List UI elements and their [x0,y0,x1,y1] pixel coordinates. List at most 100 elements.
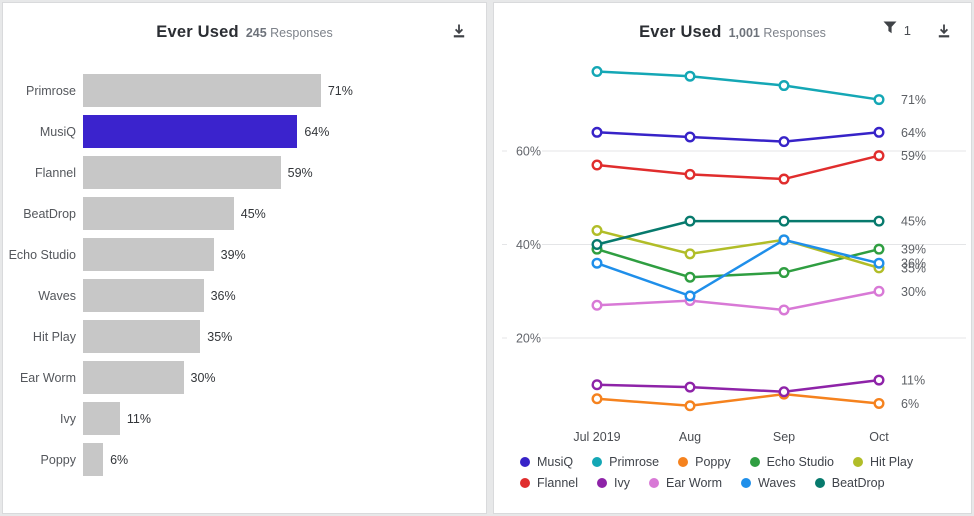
end-label-poppy: 6% [901,397,919,411]
legend-item-hit-play[interactable]: Hit Play [853,455,913,469]
download-icon [936,23,952,42]
x-tick-label: Aug [679,430,701,444]
filter-count: 1 [903,22,911,38]
line-waves[interactable] [596,238,880,298]
bar-primrose[interactable] [83,74,321,107]
point-ivy[interactable] [591,379,603,391]
legend-item-flannel[interactable]: Flannel [520,476,578,490]
point-beatdrop[interactable] [684,215,696,227]
point-flannel[interactable] [684,168,696,180]
legend-item-ivy[interactable]: Ivy [597,476,630,490]
bar-echo-studio[interactable] [83,238,214,271]
point-waves[interactable] [778,234,790,246]
point-ear-worm[interactable] [873,285,885,297]
legend-label: Primrose [609,455,660,469]
point-echo-studio[interactable] [778,267,790,279]
point-waves[interactable] [591,257,603,269]
point-hit-play[interactable] [684,248,696,260]
legend-label: BeatDrop [831,476,885,490]
bar-poppy[interactable] [83,443,104,476]
download-button[interactable] [448,21,470,43]
point-poppy[interactable] [873,397,885,409]
point-primrose[interactable] [591,66,603,78]
bar-waves[interactable] [83,279,204,312]
point-flannel[interactable] [873,150,885,162]
point-waves[interactable] [873,257,885,269]
point-musiq[interactable] [873,126,885,138]
line-poppy[interactable] [596,392,880,408]
point-waves[interactable] [684,290,696,302]
bar-row: Ear Worm 30% [3,361,486,394]
legend-dot-icon [648,478,659,488]
point-beatdrop[interactable] [873,215,885,227]
legend-dot-icon [592,457,603,467]
y-tick-label: 40% [516,238,541,252]
line-primrose[interactable] [596,70,880,101]
point-echo-studio[interactable] [684,271,696,283]
point-beatdrop[interactable] [778,215,790,227]
bar-hit-play[interactable] [83,320,201,353]
legend-item-musiq[interactable]: MusiQ [520,455,573,469]
x-tick-label: Sep [773,430,795,444]
bar-category-label: BeatDrop [23,206,76,221]
bar-row: Waves 36% [3,279,486,312]
bar-value-label: 45% [240,206,266,221]
bar-row: Primrose 71% [3,74,486,107]
bar-category-label: MusiQ [39,124,76,139]
bar-chart-responses: 245 Responses [246,26,333,40]
point-primrose[interactable] [778,80,790,92]
bar-row: BeatDrop 45% [3,197,486,230]
point-flannel[interactable] [778,173,790,185]
point-primrose[interactable] [684,70,696,82]
point-ear-worm[interactable] [778,304,790,316]
bar-ear-worm[interactable] [83,361,184,394]
point-ear-worm[interactable] [591,299,603,311]
bar-flannel[interactable] [83,156,281,189]
point-ivy[interactable] [778,386,790,398]
bar-value-label: 6% [110,452,129,467]
bar-beatdrop[interactable] [83,197,234,230]
legend-dot-icon [749,457,760,467]
line-flannel[interactable] [596,154,880,181]
line-chart-title: Ever Used [639,23,722,41]
legend-item-waves[interactable]: Waves [741,476,796,490]
point-musiq[interactable] [778,136,790,148]
legend-item-poppy[interactable]: Poppy [678,455,731,469]
legend-dot-icon [520,457,530,467]
point-poppy[interactable] [684,400,696,412]
line-musiq[interactable] [596,131,880,143]
end-label-ivy: 11% [901,374,925,388]
line-ivy[interactable] [596,378,880,394]
bar-chart-header: Ever Used 245 Responses [3,3,486,51]
line-ear-worm[interactable] [596,290,880,312]
line-hit-play[interactable] [596,229,880,270]
point-ivy[interactable] [873,374,885,386]
point-primrose[interactable] [873,94,885,106]
download-icon [451,23,467,42]
bar-value-label: 36% [210,288,236,303]
legend-label: MusiQ [537,455,574,469]
point-poppy[interactable] [591,393,603,405]
point-flannel[interactable] [591,159,603,171]
line-beatdrop[interactable] [596,219,879,246]
bar-category-label: Primrose [25,83,76,98]
point-echo-studio[interactable] [873,243,885,255]
point-beatdrop[interactable] [591,238,603,250]
bar-category-label: Flannel [35,165,76,180]
point-musiq[interactable] [684,131,696,143]
download-button[interactable] [933,21,955,43]
legend-item-echo-studio[interactable]: Echo Studio [749,455,834,469]
bar-ivy[interactable] [83,402,120,435]
legend-item-beatdrop[interactable]: BeatDrop [814,476,885,490]
point-musiq[interactable] [591,126,603,138]
line-chart-header: Ever Used 1,001 Responses 1 [494,3,971,51]
legend-item-primrose[interactable]: Primrose [592,455,659,469]
legend-dot-icon [814,478,825,488]
point-ivy[interactable] [684,381,696,393]
bar-category-label: Ivy [60,411,76,426]
line-echo-studio[interactable] [596,247,880,279]
filter-button[interactable]: 1 [883,21,911,39]
legend-item-ear-worm[interactable]: Ear Worm [648,476,722,490]
bar-musiq[interactable] [83,115,298,148]
point-hit-play[interactable] [591,224,603,236]
